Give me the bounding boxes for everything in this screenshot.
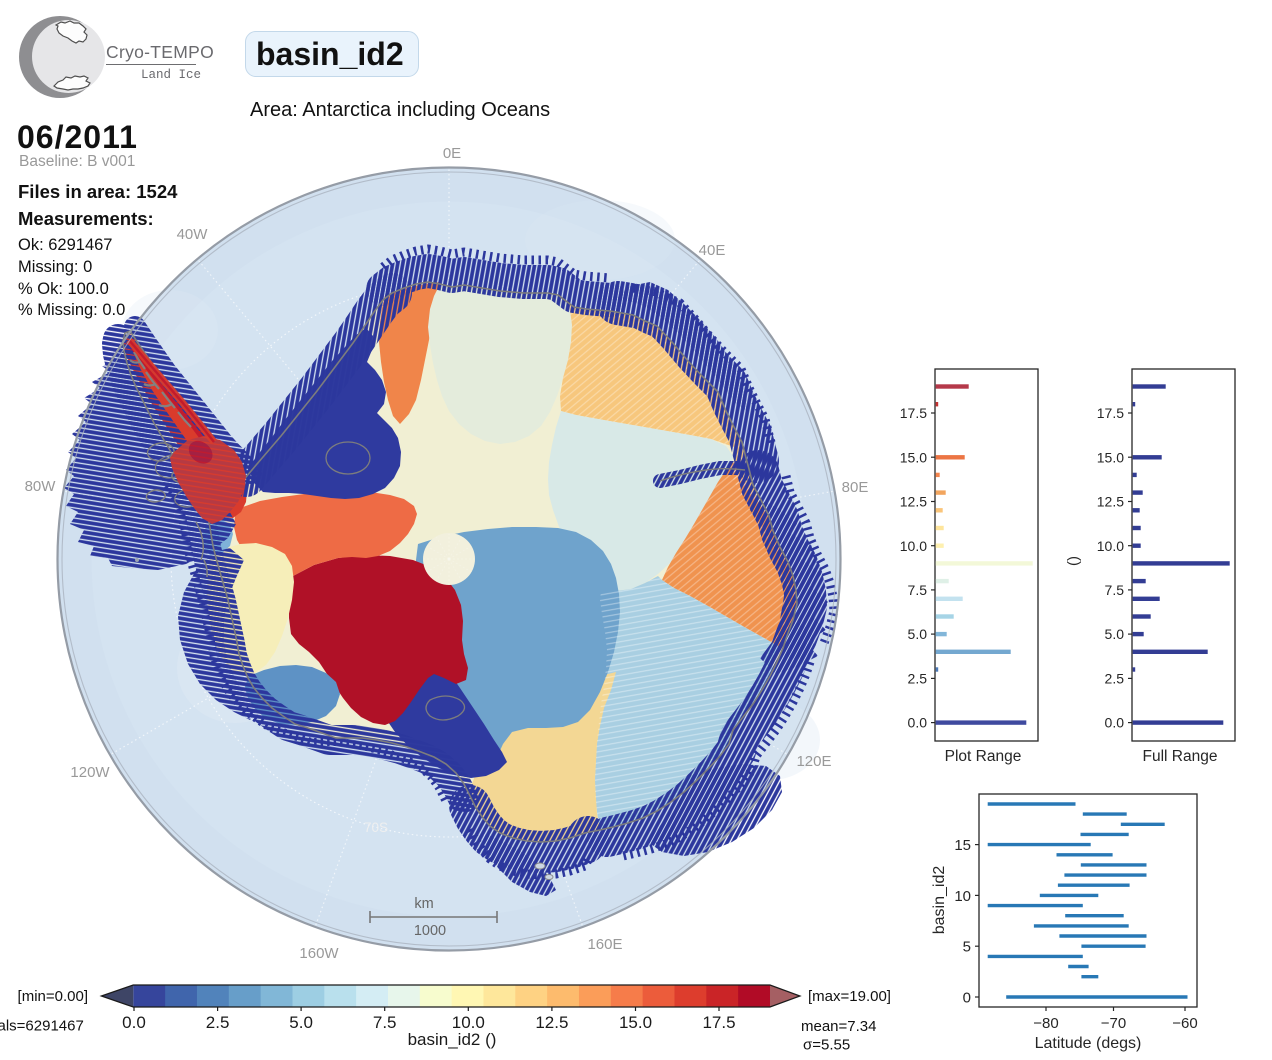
svg-text:40W: 40W — [177, 226, 209, 243]
svg-text:5: 5 — [963, 939, 971, 956]
svg-text:0.0: 0.0 — [908, 715, 928, 731]
svg-text:15.0: 15.0 — [619, 1013, 652, 1032]
svg-text:2.5: 2.5 — [206, 1013, 230, 1032]
svg-text:0: 0 — [963, 990, 971, 1007]
svg-text:80E: 80E — [842, 479, 869, 496]
svg-text:80W: 80W — [25, 478, 57, 495]
svg-text:σ=5.55: σ=5.55 — [803, 1037, 850, 1054]
svg-text:17.5: 17.5 — [702, 1013, 735, 1032]
svg-text:10.0: 10.0 — [452, 1013, 485, 1032]
svg-text:15: 15 — [954, 837, 971, 854]
svg-text:5.0: 5.0 — [289, 1013, 313, 1032]
svg-text:2.5: 2.5 — [908, 671, 928, 687]
svg-text:Plot Range: Plot Range — [945, 748, 1022, 765]
svg-text:120E: 120E — [796, 753, 831, 770]
svg-text:7.5: 7.5 — [1105, 582, 1125, 598]
svg-text:7.5: 7.5 — [908, 582, 928, 598]
svg-text:12.5: 12.5 — [1097, 494, 1124, 510]
svg-text:160E: 160E — [587, 936, 622, 953]
svg-text:10: 10 — [954, 888, 971, 905]
svg-text:−80: −80 — [1033, 1015, 1058, 1032]
svg-text:[min=0.00]: [min=0.00] — [18, 988, 88, 1005]
svg-text:vals=6291467: vals=6291467 — [0, 1018, 84, 1035]
svg-text:7.5: 7.5 — [373, 1013, 397, 1032]
svg-text:70S: 70S — [364, 820, 388, 835]
svg-text:160W: 160W — [299, 945, 339, 962]
svg-text:10.0: 10.0 — [1097, 538, 1124, 554]
svg-text:basin_id2 (): basin_id2 () — [408, 1030, 497, 1049]
svg-text:5.0: 5.0 — [908, 626, 928, 642]
svg-text:[max=19.00]: [max=19.00] — [808, 988, 891, 1005]
svg-text:15.0: 15.0 — [900, 449, 927, 465]
svg-text:120W: 120W — [70, 764, 110, 781]
svg-text:km: km — [414, 896, 433, 912]
svg-text:Full Range: Full Range — [1143, 748, 1218, 765]
svg-text:1000: 1000 — [414, 923, 446, 939]
svg-text:0.0: 0.0 — [1105, 715, 1125, 731]
svg-text:0.0: 0.0 — [122, 1013, 146, 1032]
svg-text:2.5: 2.5 — [1105, 671, 1125, 687]
svg-text:15.0: 15.0 — [1097, 449, 1124, 465]
svg-text:−60: −60 — [1172, 1015, 1197, 1032]
svg-text:40E: 40E — [699, 242, 726, 259]
svg-text:12.5: 12.5 — [900, 494, 927, 510]
svg-text:12.5: 12.5 — [535, 1013, 568, 1032]
svg-text:17.5: 17.5 — [900, 405, 927, 421]
svg-text:10.0: 10.0 — [900, 538, 927, 554]
svg-text:5.0: 5.0 — [1105, 626, 1125, 642]
svg-text:mean=7.34: mean=7.34 — [801, 1018, 876, 1035]
svg-text:Latitude (degs): Latitude (degs) — [1035, 1035, 1142, 1052]
svg-text:0E: 0E — [443, 145, 461, 162]
svg-text:(): () — [1065, 556, 1082, 566]
svg-text:−70: −70 — [1101, 1015, 1126, 1032]
svg-text:17.5: 17.5 — [1097, 405, 1124, 421]
svg-text:basin_id2: basin_id2 — [931, 866, 948, 935]
